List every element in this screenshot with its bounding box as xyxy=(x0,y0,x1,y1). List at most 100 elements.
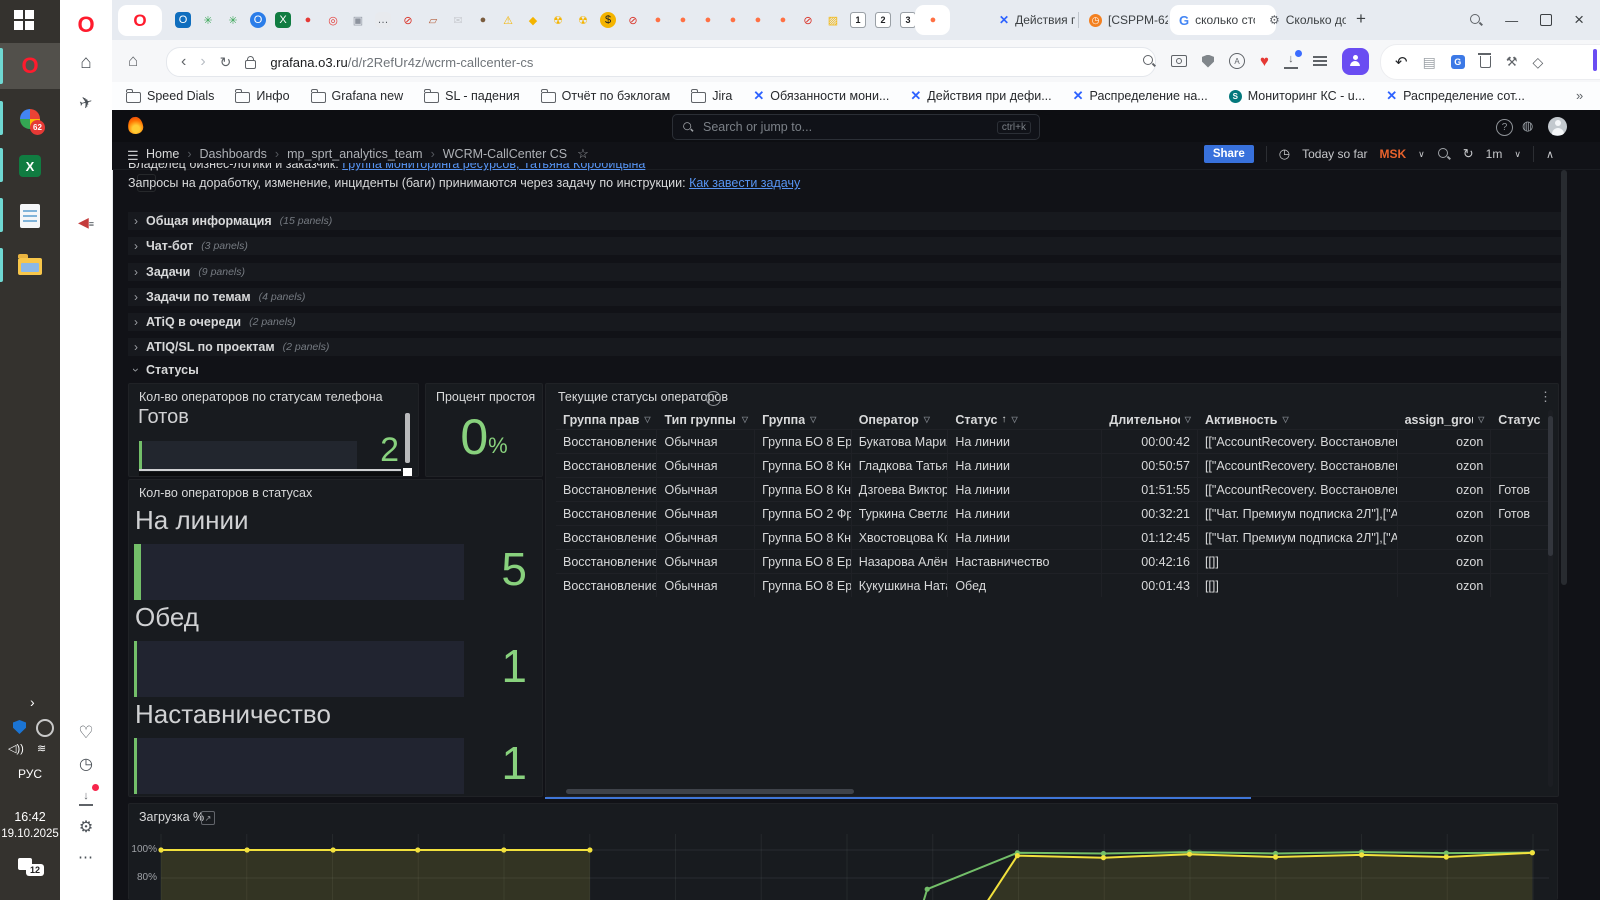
megaphone-icon[interactable]: ◀≡ xyxy=(77,214,95,230)
table-scrollbar-horizontal[interactable] xyxy=(566,789,854,794)
time-range-label[interactable]: Today so far xyxy=(1302,147,1368,161)
pinned-tab[interactable]: ● xyxy=(729,14,737,26)
filter-funnel-icon[interactable]: ▽ xyxy=(810,415,817,424)
pinned-tab[interactable]: ▨ xyxy=(827,14,839,27)
column-header-7[interactable]: Активность ▽ xyxy=(1198,410,1398,429)
bookmark-item[interactable]: Jira xyxy=(691,89,732,103)
taskbar-app-browser[interactable]: 62 xyxy=(0,96,60,142)
share-button[interactable]: Share xyxy=(1203,145,1254,163)
more-options-icon[interactable]: ⋯ xyxy=(78,849,94,866)
panel-title[interactable]: Кол-во операторов в статусах xyxy=(139,486,313,500)
breadcrumb-item[interactable]: Home xyxy=(146,147,180,161)
time-picker-clock-icon[interactable]: ◷ xyxy=(1278,146,1291,161)
panel-title[interactable]: Процент простоя xyxy=(436,390,536,404)
refresh-icon[interactable]: ↻ xyxy=(1462,146,1474,161)
close-window-button[interactable]: × xyxy=(1574,10,1584,29)
pinned-tab[interactable]: ▱ xyxy=(428,14,438,27)
panel-info-icon[interactable]: i xyxy=(706,391,721,406)
undo-extension-icon[interactable]: ↶ xyxy=(1395,54,1408,71)
trash-extension-icon[interactable] xyxy=(1477,53,1491,68)
bookmark-item[interactable]: SL - падения xyxy=(424,89,520,103)
panel-link-icon[interactable]: ↗ xyxy=(201,811,215,825)
bookmarks-overflow-chevron[interactable]: » xyxy=(1576,88,1584,103)
bookmark-item[interactable]: Grafana new xyxy=(310,89,403,103)
column-header-3[interactable]: Группа ▽ xyxy=(755,410,852,429)
new-tab-button[interactable]: + xyxy=(1356,9,1366,28)
table-scrollbar-thumb[interactable] xyxy=(1548,416,1553,556)
panel-title[interactable]: Кол-во операторов по статусам телефона xyxy=(139,390,383,404)
pinned-tab[interactable]: ● xyxy=(679,14,687,26)
news-icon[interactable]: ◍ xyxy=(1522,118,1534,133)
start-button[interactable] xyxy=(14,10,36,32)
column-header-4[interactable]: Оператор ▽ xyxy=(852,410,949,429)
filter-funnel-icon[interactable]: ▽ xyxy=(741,415,749,424)
taskbar-app-explorer[interactable] xyxy=(0,243,60,289)
bookmarks-heart-icon[interactable]: ♡ xyxy=(78,723,94,742)
settings-gear-icon[interactable]: ⚙ xyxy=(78,819,94,836)
pinned-tab[interactable]: $ xyxy=(600,12,616,28)
tools-extension-icon[interactable]: ⚒ xyxy=(1505,54,1518,69)
back-icon[interactable]: ‹ xyxy=(181,53,187,70)
page-zoom-icon[interactable] xyxy=(1142,54,1156,68)
filter-funnel-icon[interactable]: ▽ xyxy=(1184,415,1191,424)
history-clock-icon[interactable]: ◷ xyxy=(79,756,93,773)
taskbar-app-opera[interactable]: O xyxy=(21,53,39,78)
defender-shield-icon[interactable] xyxy=(13,720,26,737)
snapshot-camera-icon[interactable] xyxy=(1171,55,1187,67)
download-icon[interactable]: ↓ xyxy=(1283,50,1302,69)
taskbar-app-excel[interactable]: X xyxy=(0,143,60,189)
cube-extension-icon[interactable]: ◇ xyxy=(1532,53,1544,70)
notes-extension-icon[interactable]: ▤ xyxy=(1422,53,1436,70)
bookmark-item[interactable]: ✕ Действия при дефи... xyxy=(910,88,1051,104)
pinned-tab[interactable]: X xyxy=(275,12,291,28)
forward-icon[interactable]: › xyxy=(200,53,206,70)
pinned-tab[interactable]: ⊘ xyxy=(803,14,813,27)
google-translate-extension-icon[interactable]: G xyxy=(1450,55,1465,69)
scrollbar-corner-handle[interactable] xyxy=(403,468,412,476)
grafana-search-input[interactable]: Search or jump to... ctrl+k xyxy=(672,114,1040,140)
filter-funnel-icon[interactable]: ▽ xyxy=(923,415,930,424)
browser-home-icon[interactable]: ⌂ xyxy=(128,51,139,70)
pinned-tab[interactable]: 2 xyxy=(875,12,891,28)
clock-date[interactable]: 19.10.2025 xyxy=(1,828,59,840)
bookmark-item[interactable]: ✕ Распределение сот... xyxy=(1386,88,1525,104)
panel-title[interactable]: Текущие статусы операторов xyxy=(558,390,729,404)
bookmark-item[interactable]: S Мониторинг КС - u... xyxy=(1228,89,1365,103)
filter-funnel-icon[interactable]: ▽ xyxy=(1011,415,1018,424)
column-header-5[interactable]: Статус ↑ ▽ xyxy=(948,410,1102,429)
pinned-tab[interactable]: ✳ xyxy=(203,14,213,27)
tray-app-icon[interactable] xyxy=(36,719,54,737)
adblock-shield-icon[interactable] xyxy=(1202,54,1214,68)
refresh-chevron-icon[interactable]: ∨ xyxy=(1514,148,1521,159)
dashboard-row-expanded[interactable]: › Статусы xyxy=(128,361,1562,379)
pinned-tab[interactable]: ✳ xyxy=(228,14,238,27)
tab-search-icon[interactable] xyxy=(1469,13,1483,27)
panel-scrollbar-vertical[interactable] xyxy=(405,413,410,463)
language-indicator[interactable]: РУС xyxy=(17,767,43,781)
translate-icon[interactable]: A xyxy=(1229,53,1245,69)
panel-title[interactable]: Загрузка % xyxy=(139,810,205,824)
filter-funnel-icon[interactable]: ▽ xyxy=(644,415,651,424)
downloads-icon[interactable]: ↓ xyxy=(60,784,112,806)
pinned-tab[interactable]: O xyxy=(175,12,191,28)
owner-link[interactable]: Группа мониторинга ресурсов, Татьяна Кор… xyxy=(342,163,646,171)
column-header-8[interactable]: assign_group_ticl ▽ xyxy=(1398,410,1492,429)
mega-menu-icon[interactable]: ☰ xyxy=(127,148,139,163)
notification-center[interactable]: 12 xyxy=(18,858,45,876)
dashboard-row-collapsed[interactable]: › ATIQ/SL по проектам (2 panels) xyxy=(128,338,1562,356)
volume-icon[interactable]: ◁)) xyxy=(8,743,24,755)
pinned-tab[interactable]: ● xyxy=(704,14,712,26)
collapse-caret-icon[interactable]: ∧ xyxy=(1545,148,1554,161)
filter-funnel-icon[interactable]: ▽ xyxy=(1282,415,1289,424)
column-header-9[interactable]: Статус тел xyxy=(1491,410,1550,429)
bookmark-item[interactable]: ✕ Распределение на... xyxy=(1073,88,1208,104)
breadcrumb-item[interactable]: Dashboards xyxy=(199,147,267,161)
pinned-tab[interactable]: ⊘ xyxy=(403,14,413,27)
pinned-tab[interactable]: ● xyxy=(779,14,787,26)
grafana-logo[interactable] xyxy=(126,116,145,135)
column-header-6[interactable]: Длительность ▽ xyxy=(1102,410,1198,429)
workspace-2-tab[interactable]: 4 xyxy=(137,174,156,192)
pinned-tab[interactable]: ● xyxy=(304,14,312,26)
bookmark-item[interactable]: Инфо xyxy=(235,89,290,103)
